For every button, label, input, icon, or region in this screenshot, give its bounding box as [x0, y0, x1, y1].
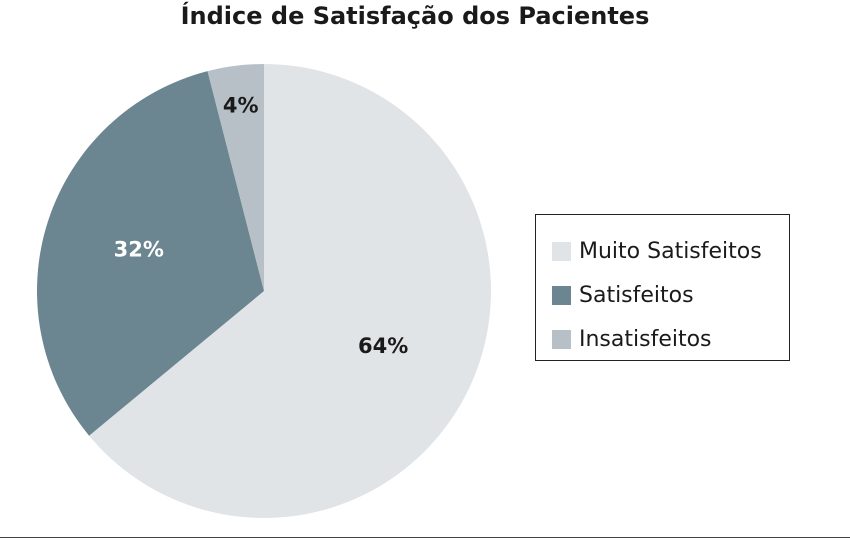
slice-label: 32%: [114, 237, 164, 261]
bottom-divider: [0, 537, 850, 538]
legend-label: Muito Satisfeitos: [579, 238, 762, 264]
legend-label: Insatisfeitos: [579, 326, 712, 352]
legend-swatch: [552, 241, 571, 261]
legend: Muito Satisfeitos Satisfeitos Insatisfei…: [535, 214, 790, 361]
pie-slice-satisfeitos: [36, 71, 265, 436]
legend-swatch: [552, 329, 571, 349]
pie-slice-muito-satisfeitos: [89, 64, 491, 519]
pie-slice-insatisfeitos: [207, 64, 264, 291]
legend-label: Satisfeitos: [579, 282, 694, 308]
legend-item: Muito Satisfeitos: [552, 229, 789, 273]
legend-swatch: [552, 285, 571, 305]
legend-item: Satisfeitos: [552, 273, 789, 317]
chart-title: Índice de Satisfação dos Pacientes: [180, 2, 650, 30]
legend-item: Insatisfeitos: [552, 317, 789, 361]
slice-label: 64%: [358, 334, 408, 358]
slice-label: 4%: [223, 93, 259, 117]
